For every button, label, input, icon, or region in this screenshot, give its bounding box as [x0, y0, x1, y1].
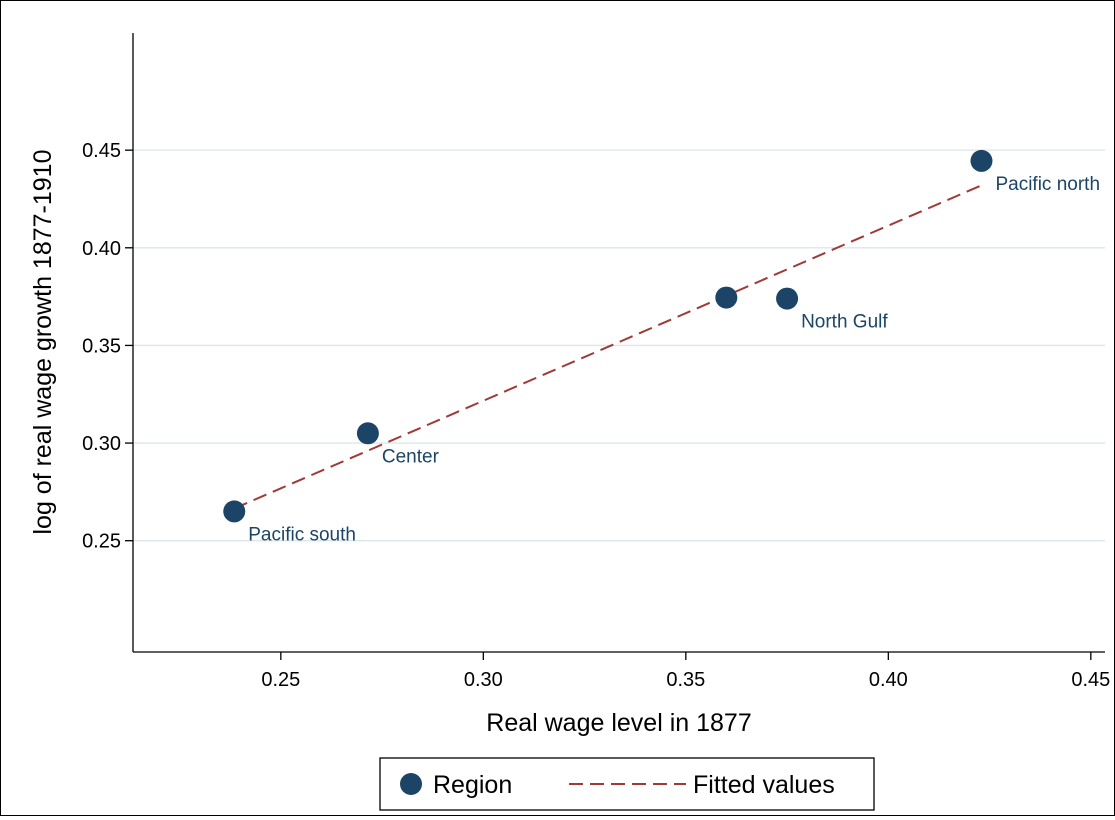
point-label: North Gulf [801, 312, 888, 333]
data-point [223, 500, 246, 523]
y-tick-label: 0.30 [82, 433, 121, 455]
point-label: Pacific north [995, 174, 1100, 195]
y-tick-label: 0.25 [82, 531, 121, 553]
legend-label-fitted: Fitted values [693, 771, 835, 799]
x-tick-label: 0.30 [464, 669, 503, 691]
data-point [970, 149, 993, 172]
gridlines [133, 149, 1105, 542]
x-ticks: 0.25 0.30 0.35 0.40 0.45 [261, 652, 1110, 691]
data-point [715, 286, 738, 309]
x-tick-label: 0.25 [261, 669, 300, 691]
legend-box [379, 757, 875, 811]
legend-label-region: Region [433, 771, 512, 799]
legend: Region Fitted values [379, 757, 875, 811]
data-point [776, 287, 799, 310]
point-label: Pacific south [248, 524, 356, 545]
x-tick-label: 0.40 [869, 669, 908, 691]
y-tick-label: 0.40 [82, 238, 121, 260]
fit-line-layer [233, 184, 982, 510]
x-tick-label: 0.45 [1071, 669, 1110, 691]
y-ticks: 0.25 0.30 0.35 0.40 0.45 [82, 140, 133, 553]
y-axis-label: log of real wage growth 1877-1910 [29, 150, 57, 535]
x-tick-label: 0.35 [666, 669, 705, 691]
fitted-values-line [233, 184, 982, 510]
point-labels-layer: Pacific south Center North Gulf Pacific nor… [248, 174, 1100, 546]
axes [132, 33, 1105, 653]
data-point [356, 422, 379, 445]
points-layer [223, 149, 993, 523]
x-axis-label: Real wage level in 1877 [486, 709, 751, 737]
point-label: Center [382, 446, 440, 467]
y-tick-label: 0.45 [82, 140, 121, 162]
y-tick-label: 0.35 [82, 335, 121, 357]
legend-marker-region [400, 773, 422, 795]
